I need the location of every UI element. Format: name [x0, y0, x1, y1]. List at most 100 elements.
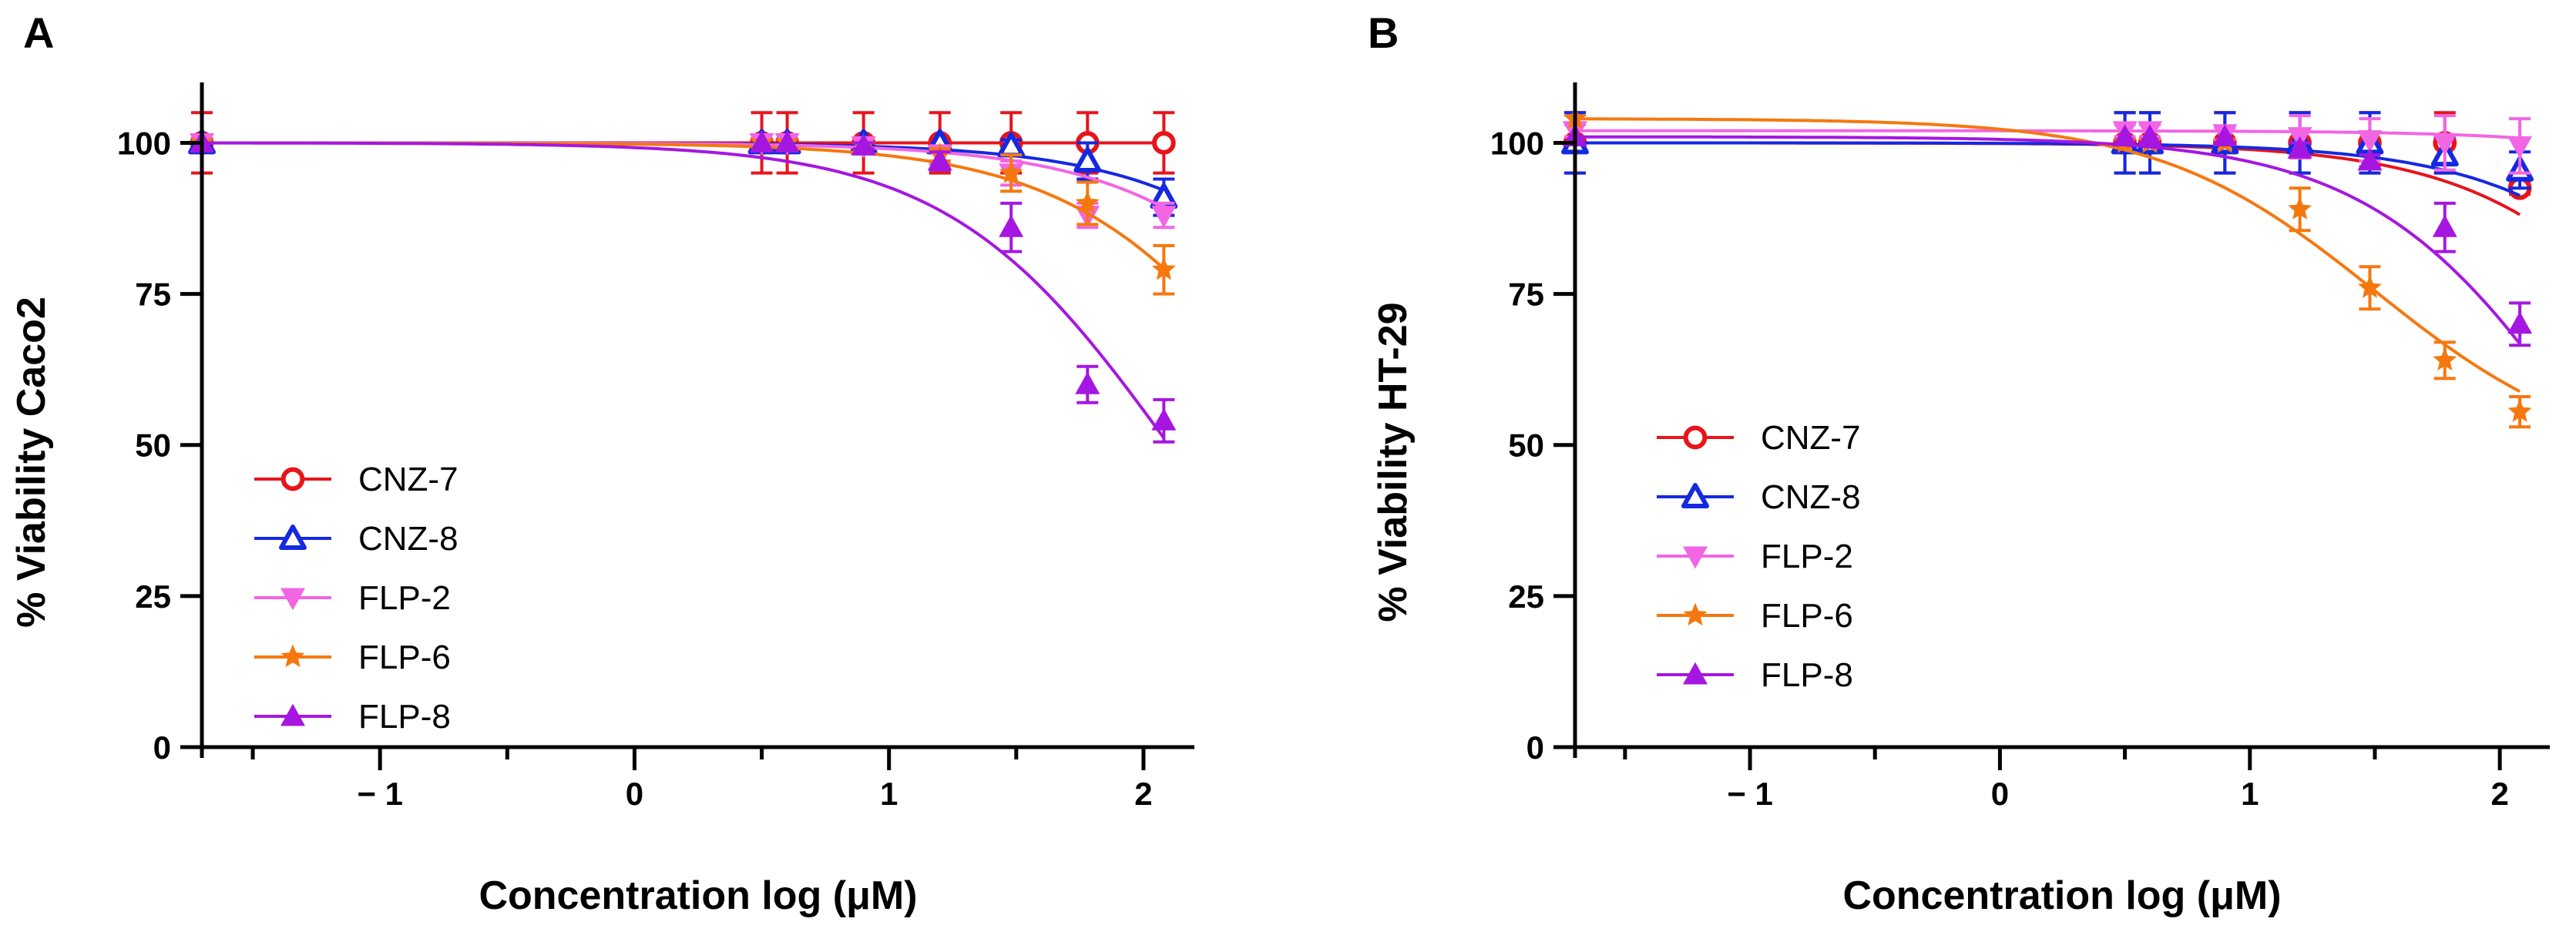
x-tick-label: − 1: [1727, 776, 1773, 812]
y-axis-title: % Viability Caco2: [9, 297, 54, 628]
axes: 0 25 50 75 100 − 1 0 1 2: [1490, 82, 2550, 812]
plot-area: [1561, 106, 2534, 429]
series-cnz-7: [1563, 111, 2532, 216]
series-flp-6: [1563, 106, 2532, 429]
panel-letter: A: [23, 8, 54, 57]
data-point: [2357, 148, 2383, 171]
series-flp-2: [190, 133, 1177, 230]
data-point: [2112, 124, 2138, 147]
data-point: [774, 130, 800, 153]
legend-item: CNZ-7: [254, 461, 458, 498]
data-point: [1681, 483, 1709, 508]
data-point: [2507, 136, 2533, 159]
data-point: [2138, 124, 2163, 147]
data-point: [1683, 425, 1708, 450]
series-flp-6: [190, 130, 1176, 296]
x-tick-label: 1: [2241, 776, 2259, 812]
data-point: [2507, 311, 2533, 334]
data-point: [927, 148, 952, 171]
legend: CNZ-7 CNZ-8 FLP-2 FLP-6 FLP-8: [254, 461, 458, 736]
data-point: [1152, 131, 1176, 155]
axes: 0 25 50 75 100 − 1 0 1 2: [117, 82, 1194, 812]
data-point: [1073, 147, 1102, 173]
legend-item: FLP-8: [254, 698, 451, 736]
data-point: [2432, 133, 2457, 156]
y-tick-label: 75: [1508, 277, 1544, 313]
x-tick-label: 0: [1991, 776, 2009, 812]
y-tick-label: 50: [135, 427, 171, 464]
legend-item: CNZ-8: [254, 520, 458, 558]
data-point: [2507, 399, 2532, 422]
y-tick-label: 50: [1508, 427, 1544, 464]
data-point: [2287, 136, 2312, 159]
data-point: [2357, 130, 2383, 153]
legend-label: FLP-6: [1761, 597, 1853, 635]
data-point: [2288, 196, 2312, 220]
data-point: [1075, 371, 1100, 394]
data-point: [280, 588, 305, 611]
legend-label: FLP-2: [1761, 538, 1853, 575]
data-point: [999, 214, 1024, 237]
y-tick-label: 0: [153, 729, 171, 766]
data-point: [280, 703, 305, 726]
legend-item: CNZ-7: [1657, 419, 1861, 457]
series-flp-8: [190, 130, 1177, 444]
data-point: [279, 525, 307, 550]
y-axis-title: % Viability HT-29: [1371, 302, 1416, 622]
y-tick-label: 0: [1526, 729, 1544, 766]
legend-label: CNZ-7: [1761, 419, 1861, 457]
legend-label: CNZ-8: [358, 520, 458, 558]
x-axis-title: Concentration log (μM): [1842, 873, 2281, 918]
legend-item: FLP-6: [1657, 597, 1853, 635]
data-point: [749, 130, 774, 153]
legend-item: FLP-6: [254, 639, 451, 676]
y-tick-label: 25: [135, 578, 171, 615]
y-tick-label: 100: [117, 125, 171, 161]
data-point: [2212, 124, 2238, 147]
legend-item: FLP-2: [1657, 538, 1853, 575]
legend-label: CNZ-7: [358, 461, 458, 498]
data-point: [1151, 206, 1177, 228]
y-tick-label: 75: [135, 277, 171, 313]
panel-a: A % Viability Caco2 Concentration log (μ…: [9, 8, 1194, 918]
series-cnz-8: [1561, 111, 2534, 197]
legend: CNZ-7 CNZ-8 FLP-2 FLP-6 FLP-8: [1657, 419, 1861, 694]
x-tick-label: − 1: [357, 776, 403, 812]
data-point: [1075, 190, 1100, 214]
x-tick-label: 1: [880, 776, 898, 812]
y-tick-label: 25: [1508, 578, 1544, 615]
y-tick-label: 100: [1490, 125, 1544, 161]
legend-label: CNZ-8: [1761, 478, 1861, 516]
x-axis-title: Concentration log (μM): [479, 873, 917, 918]
data-point: [1683, 602, 1708, 626]
legend-item: FLP-2: [254, 579, 451, 617]
data-point: [1151, 256, 1176, 280]
x-tick-label: 0: [626, 776, 643, 812]
legend-label: FLP-8: [358, 698, 451, 736]
data-point: [2432, 214, 2457, 237]
data-point: [851, 133, 876, 156]
legend-item: CNZ-8: [1657, 478, 1861, 516]
panel-letter: B: [1368, 8, 1399, 57]
data-point: [999, 160, 1023, 183]
legend-label: FLP-2: [358, 579, 451, 617]
fit-curve: [1575, 117, 2521, 393]
data-point: [280, 467, 305, 491]
panel-b: B % Viability HT-29 Concentration log (μ…: [1368, 8, 2550, 918]
data-point: [1683, 662, 1708, 685]
data-point: [2357, 275, 2382, 298]
data-point: [1151, 407, 1177, 431]
plot-area: [188, 111, 1178, 444]
legend-label: FLP-8: [1761, 656, 1853, 694]
x-tick-label: 2: [1134, 776, 1152, 812]
x-tick-label: 2: [2490, 776, 2508, 812]
fit-curve: [202, 141, 1166, 439]
fit-curve: [1575, 135, 2521, 345]
legend-label: FLP-6: [358, 639, 451, 676]
data-point: [2433, 347, 2457, 371]
legend-item: FLP-8: [1657, 656, 1853, 694]
data-point: [280, 644, 305, 668]
series-flp-8: [1563, 124, 2533, 347]
data-point: [1683, 546, 1708, 569]
